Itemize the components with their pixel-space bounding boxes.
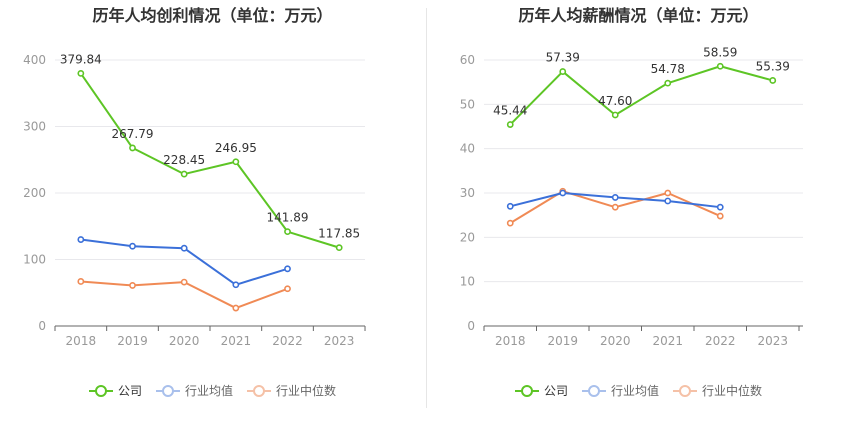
chart-legend: 公司 行业均值 行业中位数 (0, 382, 425, 399)
data-point (769, 77, 777, 84)
x-tick-label: 2020 (600, 334, 631, 348)
data-point (232, 304, 240, 312)
data-label: 57.39 (546, 51, 580, 65)
y-tick-label: 30 (460, 186, 475, 200)
data-label: 45.44 (493, 104, 527, 118)
legend-label: 公司 (543, 384, 568, 398)
salary-chart-panel: 历年人均薪酬情况（单位：万元） 0 10 20 30 40 50 60 2018 2019 202… (427, 0, 850, 438)
y-tick-label: 400 (23, 53, 46, 67)
data-label: 58.59 (703, 45, 737, 59)
x-tick-label: 2019 (117, 334, 148, 348)
y-tick-label: 100 (23, 253, 46, 267)
data-point (335, 244, 343, 252)
data-label: 117.85 (318, 227, 360, 241)
legend-item-company[interactable]: 公司 (514, 382, 568, 399)
data-point (180, 170, 188, 178)
y-tick-label: 10 (460, 275, 475, 289)
data-label: 47.60 (598, 94, 632, 108)
x-tick-label: 2018 (495, 334, 526, 348)
legend-symbol-industry-median (673, 384, 697, 397)
data-point (611, 203, 619, 211)
legend-symbol-company (514, 384, 539, 397)
data-point (506, 219, 514, 227)
data-point (506, 121, 514, 128)
data-point (77, 236, 85, 243)
legend-symbol-industry-median (247, 384, 271, 397)
legend-item-industry-median[interactable]: 行业中位数 (673, 382, 762, 399)
panel-divider (426, 8, 427, 408)
legend-symbol-industry-avg (155, 384, 180, 397)
legend-label: 公司 (117, 384, 142, 398)
data-point (716, 203, 724, 211)
data-label: 54.78 (651, 62, 685, 76)
x-tick-label: 2022 (272, 334, 303, 348)
y-tick-label: 0 (467, 319, 475, 333)
legend-symbol-industry-avg (581, 384, 606, 397)
data-point (611, 194, 619, 201)
data-point (232, 158, 240, 166)
data-point (664, 197, 672, 205)
data-point (129, 144, 136, 152)
data-point (129, 242, 136, 250)
y-tick-label: 60 (460, 53, 475, 67)
legend-item-industry-avg[interactable]: 行业均值 (581, 382, 659, 399)
x-tick-label: 2018 (66, 334, 97, 348)
data-point (559, 189, 567, 197)
x-tick-label: 2020 (169, 334, 200, 348)
series-line-0 (509, 65, 774, 126)
legend-item-company[interactable]: 公司 (88, 382, 142, 399)
legend-symbol-company (88, 384, 113, 397)
y-tick-label: 300 (23, 120, 46, 134)
chart-title: 历年人均薪酬情况（单位：万元） (518, 6, 759, 25)
x-tick-label: 2021 (652, 334, 683, 348)
data-point (77, 70, 85, 77)
legend-item-industry-median[interactable]: 行业中位数 (247, 382, 336, 399)
x-tick-label: 2021 (221, 334, 252, 348)
data-point (284, 228, 291, 236)
data-point (611, 111, 619, 119)
chart-title: 历年人均创利情况（单位：万元） (92, 6, 333, 25)
profit-chart-panel: 历年人均创利情况（单位：万元） 0 100 200 300 400 2018 2019 202… (0, 6, 425, 399)
data-label: 379.84 (60, 52, 102, 66)
legend-label: 行业中位数 (276, 384, 337, 398)
legend-item-industry-avg[interactable]: 行业均值 (155, 382, 233, 399)
y-tick-label: 50 (460, 97, 475, 111)
data-point (664, 79, 672, 87)
data-point (129, 282, 136, 289)
data-point (180, 244, 188, 252)
y-tick-label: 40 (460, 142, 475, 156)
data-point (716, 212, 724, 220)
salary-chart-plot: 0 10 20 30 40 50 60 2018 2019 2020 2021 2022 2023 45.… (460, 45, 803, 348)
data-point (716, 62, 724, 70)
data-point (232, 281, 240, 289)
y-tick-label: 20 (460, 230, 475, 244)
data-point (506, 202, 514, 210)
x-tick-label: 2022 (705, 334, 736, 348)
data-label: 267.79 (112, 127, 154, 141)
data-label: 141.89 (267, 211, 309, 225)
y-tick-label: 0 (38, 319, 46, 333)
profit-chart-plot: 0 100 200 300 400 2018 2019 2020 2021 2022 2023 379… (23, 52, 366, 348)
data-label: 228.45 (163, 153, 205, 167)
legend-label: 行业中位数 (702, 384, 763, 398)
y-tick-label: 200 (23, 186, 46, 200)
data-point (664, 189, 672, 197)
legend-label: 行业均值 (610, 384, 659, 398)
x-tick-label: 2023 (324, 334, 355, 348)
data-point (284, 285, 291, 293)
chart-legend: 公司 行业均值 行业中位数 (427, 382, 850, 399)
data-point (284, 265, 291, 273)
legend-label: 行业均值 (184, 384, 233, 398)
data-point (77, 278, 85, 285)
data-point (559, 68, 567, 75)
data-label: 55.39 (756, 59, 790, 73)
data-point (180, 278, 188, 286)
data-label: 246.95 (215, 141, 257, 155)
x-tick-label: 2019 (547, 334, 578, 348)
x-tick-label: 2023 (757, 334, 788, 348)
series-line-0 (80, 72, 340, 249)
